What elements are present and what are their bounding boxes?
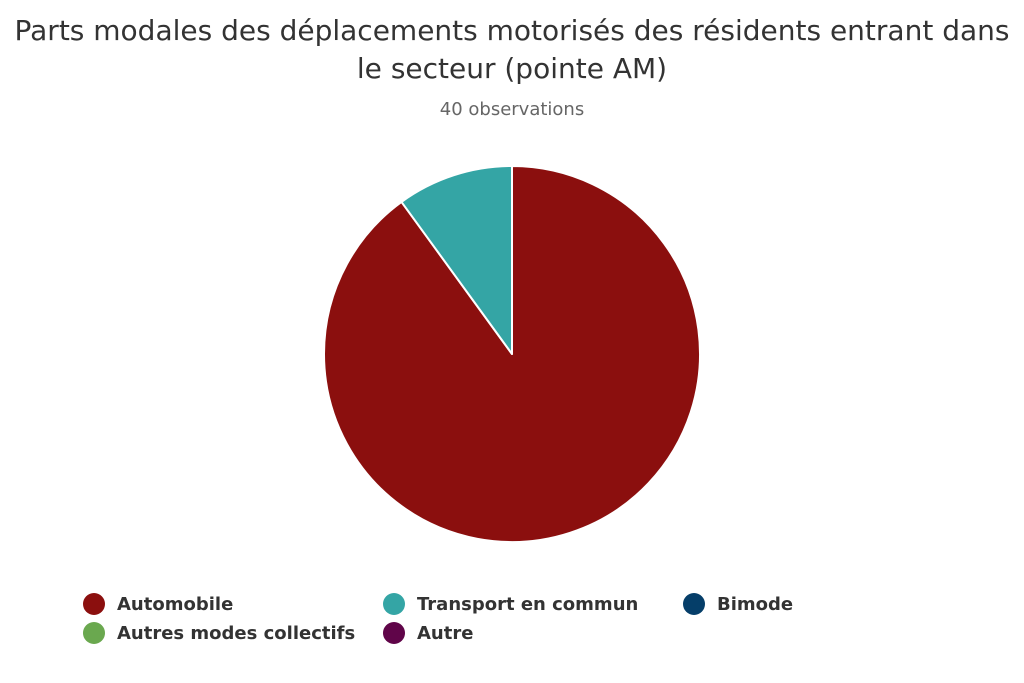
legend-label-autres-modes-collectifs: Autres modes collectifs	[117, 622, 356, 644]
chart-title-text: Parts modales des déplacements motorisés…	[14, 14, 1010, 85]
legend-label-transport-en-commun: Transport en commun	[417, 593, 639, 615]
legend-marker-bimode	[683, 593, 705, 615]
legend-item-autre[interactable]: Autre	[383, 620, 473, 646]
legend-item-autres-modes-collectifs[interactable]: Autres modes collectifs	[83, 620, 355, 646]
legend-item-automobile[interactable]: Automobile	[83, 591, 233, 617]
pie-slice-transport-en-commun[interactable]	[400, 165, 513, 355]
legend-label-autre: Autre	[417, 622, 474, 644]
legend-marker-automobile	[83, 593, 105, 615]
legend-label-bimode: Bimode	[717, 593, 794, 615]
legend-item-transport-en-commun[interactable]: Transport en commun	[383, 591, 638, 617]
legend-item-bimode[interactable]: Bimode	[683, 591, 793, 617]
chart-subtitle: 40 observations	[439, 99, 585, 120]
legend-marker-autre	[383, 622, 405, 644]
chart-title: Parts modales des déplacements motorisés…	[0, 12, 1024, 88]
legend-label-automobile: Automobile	[117, 593, 234, 615]
legend-marker-autres-modes-collectifs	[83, 622, 105, 644]
legend-marker-transport-en-commun	[383, 593, 405, 615]
